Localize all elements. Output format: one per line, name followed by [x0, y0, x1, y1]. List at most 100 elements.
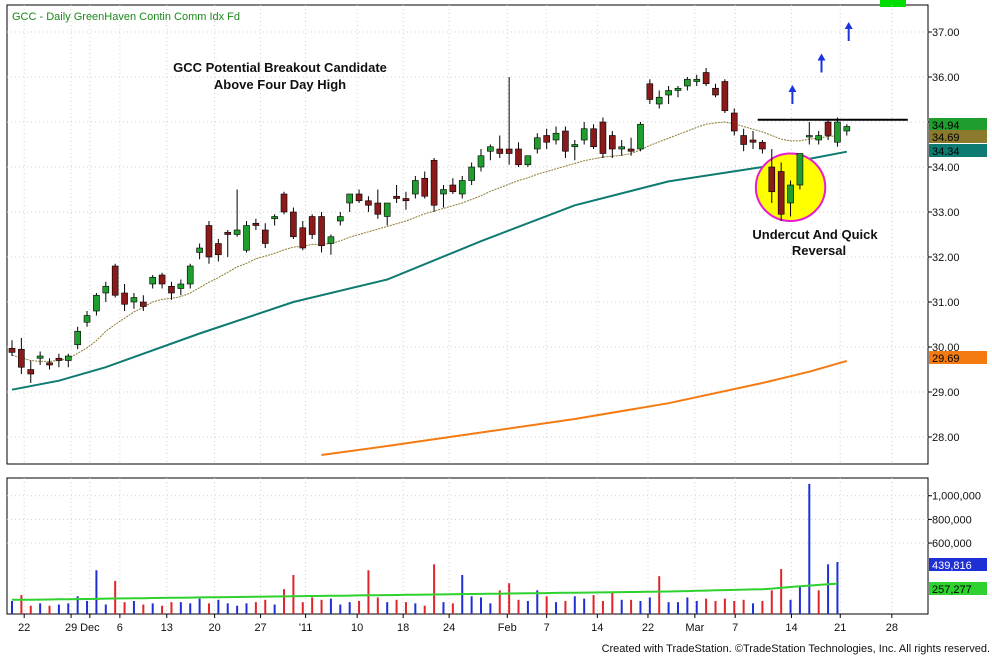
- candle-body: [505, 148, 513, 154]
- candle-body: [64, 355, 72, 361]
- candle-body: [571, 144, 579, 148]
- candle-body: [346, 193, 353, 204]
- candle-body: [590, 128, 597, 148]
- up-arrow-head-icon: [817, 53, 826, 61]
- volume-tag: [929, 582, 987, 595]
- candle-body: [759, 141, 766, 150]
- volume-tag-label: 439,816: [932, 560, 972, 572]
- candle-body: [496, 148, 504, 154]
- candle-body: [36, 355, 44, 359]
- candle-body: [18, 348, 25, 368]
- candle-body: [834, 121, 841, 143]
- candle-body: [524, 155, 532, 166]
- x-tick-label: 10: [351, 622, 363, 634]
- up-arrow-head-icon: [844, 22, 853, 29]
- volume-tag: [929, 558, 987, 571]
- x-tick-label: 6: [117, 622, 123, 634]
- candle-body: [177, 283, 185, 289]
- x-tick-label: 24: [443, 622, 455, 634]
- candle-body: [336, 216, 344, 222]
- candle-body: [243, 225, 250, 251]
- volume-pane-frame: [6, 477, 929, 615]
- candle-body: [477, 155, 485, 168]
- candle-body: [55, 357, 63, 361]
- status-indicator: [880, 0, 906, 7]
- candle-body: [261, 229, 269, 244]
- candle-body: [749, 139, 757, 143]
- candle-body: [168, 285, 175, 294]
- y-tick-label: 29.00: [932, 387, 960, 399]
- candle-body: [318, 216, 325, 247]
- candle-body: [102, 285, 110, 294]
- candle-body: [233, 229, 241, 235]
- candle-body: [430, 159, 438, 206]
- candle-body: [205, 225, 213, 258]
- y-tick-label: 36.00: [932, 72, 960, 84]
- candle-body: [487, 146, 494, 152]
- candle-body: [111, 265, 119, 296]
- candle-body: [355, 193, 363, 202]
- candle-body: [665, 90, 672, 96]
- ma-long-line: [321, 359, 848, 456]
- candle-body: [712, 87, 719, 96]
- candle-body: [580, 128, 588, 141]
- candle-body: [412, 180, 419, 195]
- x-tick-label: 13: [161, 622, 173, 634]
- candle-body: [562, 130, 569, 152]
- candle-body: [83, 315, 91, 323]
- candle-body: [543, 135, 550, 143]
- y-tick-label: 34.00: [932, 162, 960, 174]
- volume-tag-label: 257,277: [932, 584, 972, 596]
- x-tick-label: 22: [642, 622, 654, 634]
- candle-body: [646, 83, 654, 100]
- candle-body: [777, 171, 785, 215]
- candle-body: [27, 369, 35, 375]
- price-tag-label: 34.69: [932, 132, 960, 144]
- price-tag-label: 34.94: [932, 120, 960, 132]
- candle-body: [468, 166, 475, 181]
- price-tag-label: 34.34: [932, 146, 960, 158]
- price-tag: [929, 130, 987, 143]
- y-tick-label: 28.00: [932, 432, 960, 444]
- candle-body: [215, 243, 222, 256]
- candle-body: [552, 132, 560, 141]
- candle-body: [327, 236, 335, 244]
- candle-body: [796, 153, 804, 186]
- candle-body: [449, 184, 457, 193]
- candle-body: [149, 276, 156, 285]
- x-tick-label: 7: [544, 622, 550, 634]
- headline-line-2: Above Four Day High: [214, 77, 346, 92]
- candle-body: [627, 148, 635, 152]
- candle-body: [702, 72, 710, 85]
- volume-y-tick-label: 600,000: [932, 538, 972, 550]
- callout-line-1: Undercut And Quick: [752, 227, 878, 242]
- candle-body: [815, 135, 822, 141]
- x-tick-label: '11: [299, 622, 313, 634]
- candle-body: [609, 135, 616, 150]
- candle-body: [140, 301, 147, 307]
- callout-line-2: Reversal: [792, 243, 846, 258]
- x-tick-label: 22: [18, 622, 30, 634]
- volume-y-tick-label: 1,000,000: [932, 491, 981, 503]
- candle-body: [8, 348, 16, 353]
- candle-body: [224, 231, 232, 235]
- candle-body: [824, 121, 832, 136]
- x-tick-label: 20: [208, 622, 220, 634]
- candle-body: [768, 166, 776, 193]
- candle-body: [618, 146, 626, 150]
- candle-body: [299, 227, 307, 249]
- candle-body: [196, 247, 203, 253]
- x-tick-label: 7: [732, 622, 738, 634]
- candle-body: [730, 112, 738, 132]
- volume-y-tick-label: 800,000: [932, 514, 972, 526]
- x-tick-label: Dec: [80, 622, 100, 634]
- candle-body: [186, 265, 194, 285]
- x-tick-label: 28: [886, 622, 898, 634]
- x-tick-label: 27: [254, 622, 266, 634]
- headline-line-1: GCC Potential Breakout Candidate: [173, 60, 387, 75]
- candle-body: [787, 184, 794, 204]
- price-pane-frame: [6, 4, 929, 465]
